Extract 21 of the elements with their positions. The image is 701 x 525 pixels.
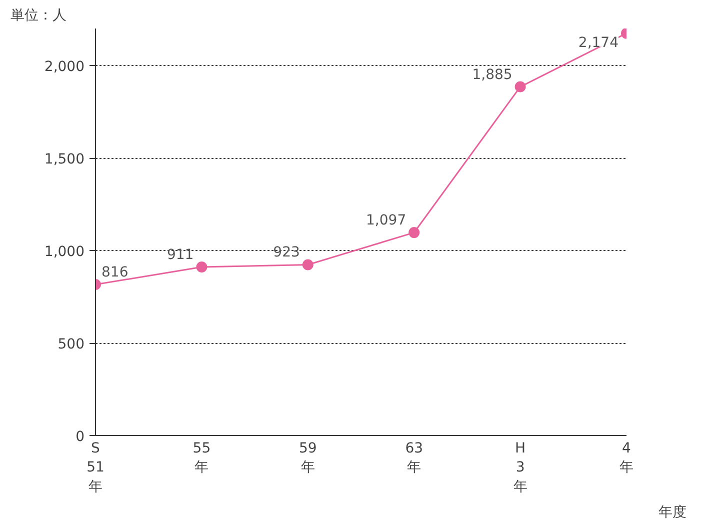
y-axis-title: 単位：人 [10, 8, 66, 24]
x-tick-label: H 3 年 [513, 440, 528, 495]
y-tick-label: 1,500 [44, 152, 85, 168]
y-tick-label: 500 [58, 336, 85, 352]
data-label: 816 [102, 264, 128, 281]
y-tick-label: 2,000 [44, 59, 85, 75]
point [408, 227, 420, 238]
x-tick-label: 4 年 [620, 440, 634, 476]
data-label: 1,885 [472, 66, 512, 83]
x-tick-label: 59 年 [298, 440, 317, 476]
x-tick-label: 55 年 [192, 440, 211, 476]
x-axis-title: 年度 [658, 504, 686, 520]
data-label: 923 [273, 244, 300, 261]
x-tick-label: S 51 年 [86, 440, 104, 495]
x-tick-label: 63 年 [405, 440, 424, 476]
y-tick-label: 1,000 [44, 244, 85, 260]
point [302, 259, 314, 270]
data-label: 1,097 [366, 212, 406, 229]
y-tick-label: 0 [76, 429, 85, 445]
data-label: 911 [166, 246, 194, 263]
data-label: 2,174 [578, 34, 619, 51]
